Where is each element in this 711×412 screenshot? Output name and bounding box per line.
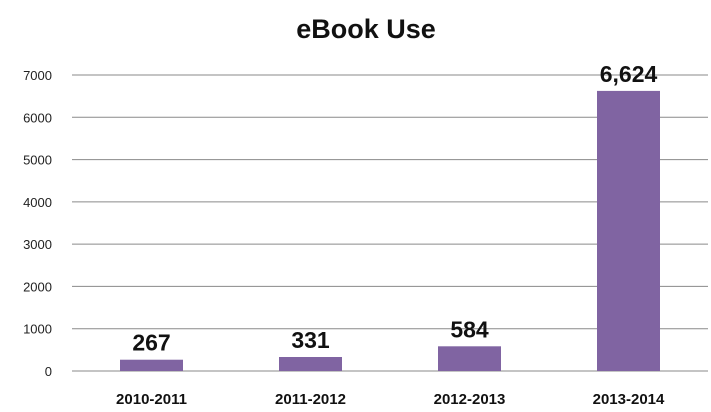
y-tick-label: 4000 xyxy=(23,195,52,210)
bar-2011-2012 xyxy=(279,357,342,371)
data-label: 267 xyxy=(132,330,170,356)
gridlines xyxy=(72,74,708,372)
y-tick-label: 2000 xyxy=(23,279,52,294)
data-label: 331 xyxy=(291,327,330,353)
y-tick-label: 5000 xyxy=(23,153,52,168)
chart-title: eBook Use xyxy=(296,14,436,44)
y-tick-label: 1000 xyxy=(23,322,52,337)
bar-2010-2011 xyxy=(120,359,183,371)
y-tick-label: 3000 xyxy=(23,237,52,252)
bar-2013-2014 xyxy=(597,90,660,372)
x-axis-ticks: 2010-2011 2011-2012 2012-2013 2013-2014 xyxy=(116,391,665,408)
data-labels: 267 331 584 6,624 xyxy=(132,61,657,356)
y-tick-label: 6000 xyxy=(23,110,52,125)
x-tick-label: 2013-2014 xyxy=(593,391,665,408)
y-axis-ticks: 0 1000 2000 3000 4000 5000 6000 7000 xyxy=(23,68,52,379)
x-tick-label: 2012-2013 xyxy=(434,391,506,408)
data-label: 6,624 xyxy=(600,61,658,87)
bars xyxy=(120,90,660,372)
x-tick-label: 2011-2012 xyxy=(275,391,346,408)
bar-2012-2013 xyxy=(438,346,501,371)
x-tick-label: 2010-2011 xyxy=(116,391,187,408)
y-tick-label: 0 xyxy=(45,364,52,379)
data-label: 584 xyxy=(450,316,489,342)
y-tick-label: 7000 xyxy=(23,68,52,83)
